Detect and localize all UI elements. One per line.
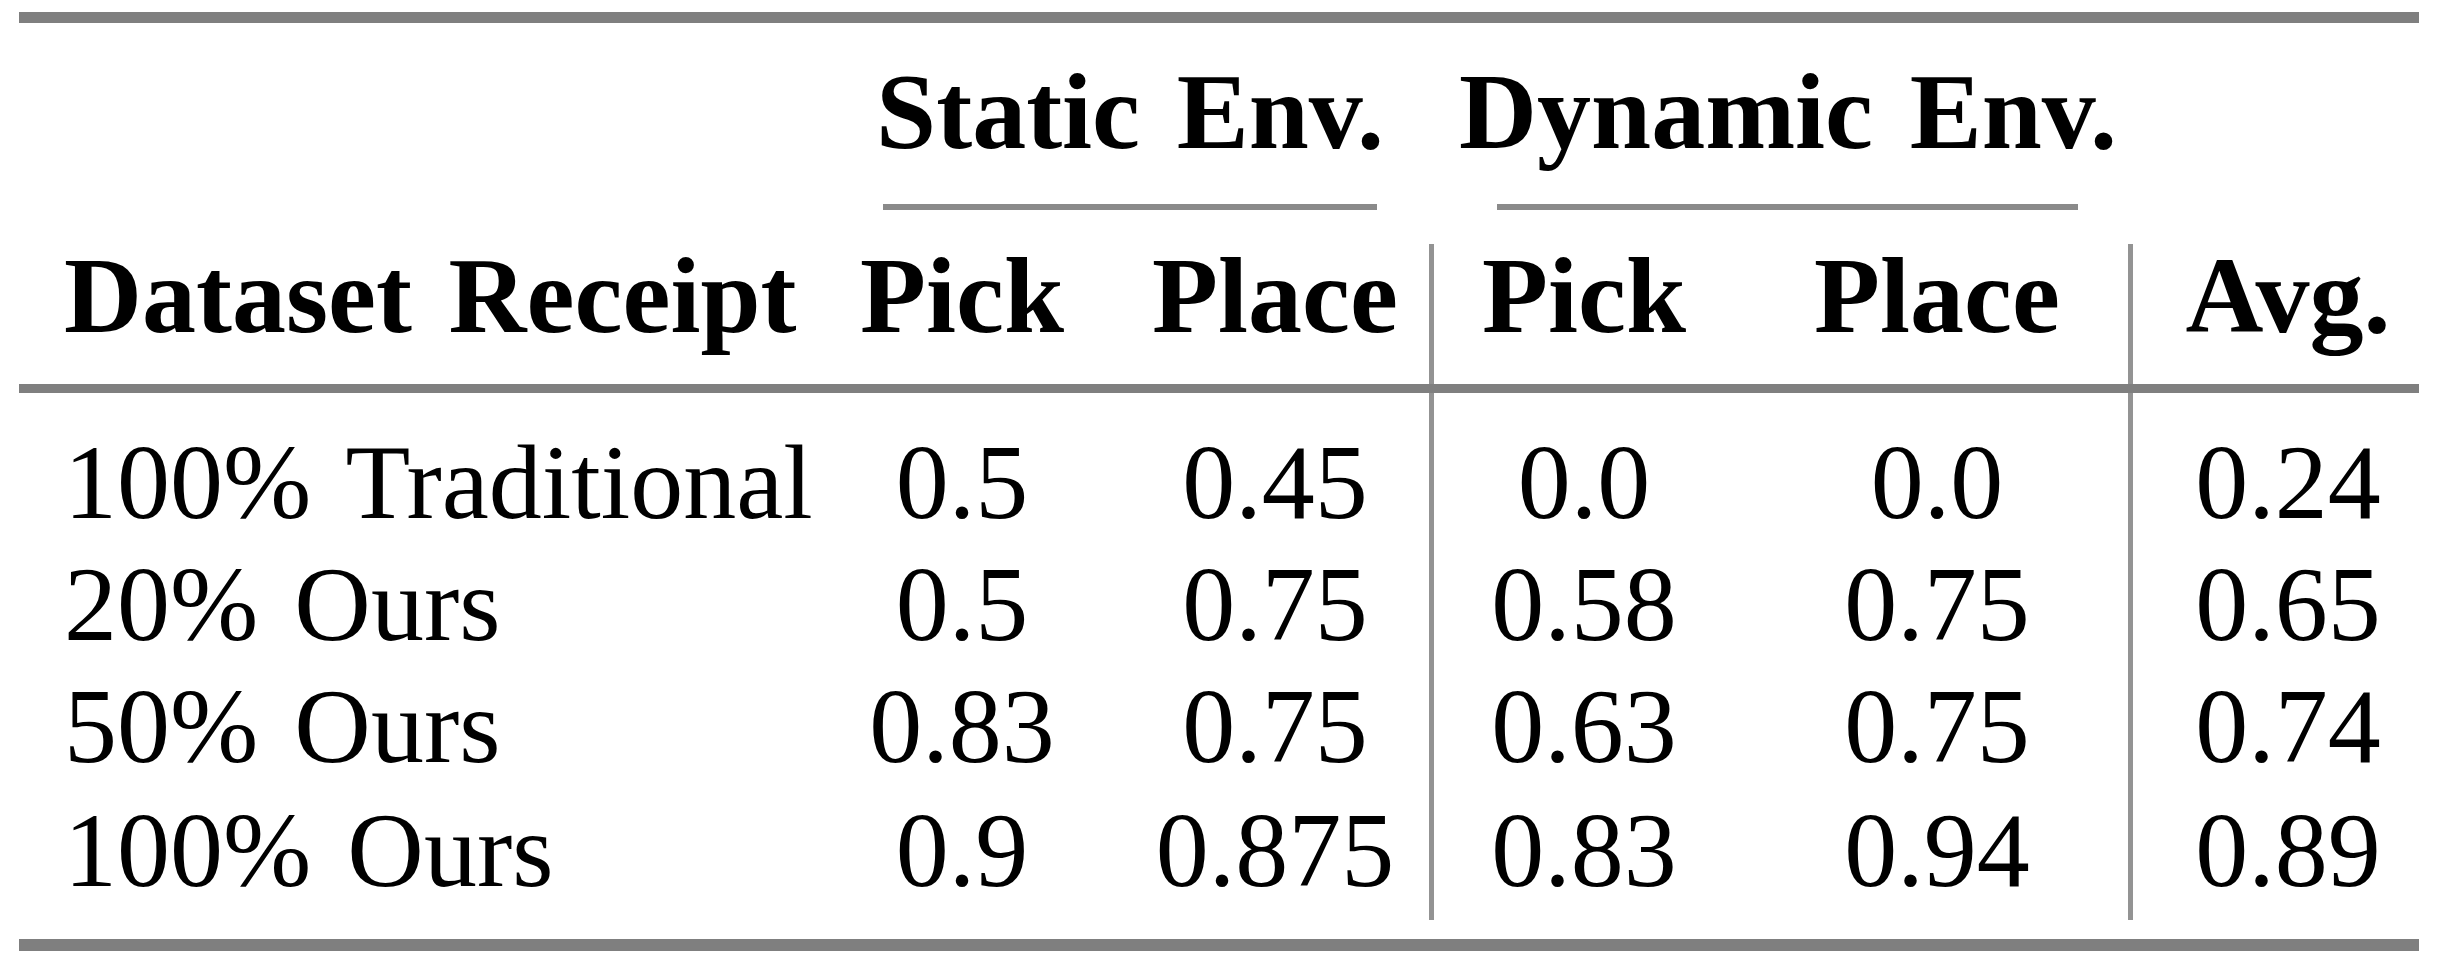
cell-dynamic-place: 0.94 <box>1844 798 2030 904</box>
row-label: 100% Traditional <box>64 430 813 536</box>
cell-avg: 0.24 <box>2195 430 2381 536</box>
cell-dynamic-place: 0.75 <box>1844 552 2030 658</box>
column-header-static-place: Place <box>1152 242 1398 350</box>
header-body-rule <box>19 384 2419 393</box>
top-rule <box>19 12 2419 23</box>
cell-static-pick: 0.5 <box>896 552 1029 658</box>
column-header-dataset-receipt: Dataset Receipt <box>64 242 796 350</box>
row-label: 50% Ours <box>64 674 500 780</box>
cell-static-pick: 0.5 <box>896 430 1029 536</box>
dynamic-env-underline <box>1497 204 2078 210</box>
row-label: 20% Ours <box>64 552 500 658</box>
cell-static-place: 0.45 <box>1182 430 1368 536</box>
vertical-divider-dynamic-avg <box>2128 244 2133 920</box>
cell-avg: 0.65 <box>2195 552 2381 658</box>
results-table: Static Env. Dynamic Env. Dataset Receipt… <box>0 0 2440 966</box>
cell-dynamic-pick: 0.0 <box>1518 430 1651 536</box>
cell-dynamic-place: 0.75 <box>1844 674 2030 780</box>
cell-static-place: 0.75 <box>1182 552 1368 658</box>
static-env-underline <box>883 204 1377 210</box>
cell-dynamic-place: 0.0 <box>1871 430 2004 536</box>
cell-avg: 0.89 <box>2195 798 2381 904</box>
column-header-static-pick: Pick <box>860 242 1064 350</box>
cell-dynamic-pick: 0.58 <box>1491 552 1677 658</box>
column-header-dynamic-pick: Pick <box>1482 242 1686 350</box>
cell-static-pick: 0.83 <box>869 674 1055 780</box>
cell-dynamic-pick: 0.83 <box>1491 798 1677 904</box>
vertical-divider-static-dynamic <box>1429 244 1434 920</box>
group-header-static-env: Static Env. <box>876 58 1384 166</box>
group-header-dynamic-env: Dynamic Env. <box>1459 58 2117 166</box>
row-label: 100% Ours <box>64 798 553 904</box>
column-header-dynamic-place: Place <box>1814 242 2060 350</box>
bottom-rule <box>19 939 2419 951</box>
cell-static-place: 0.875 <box>1156 798 1395 904</box>
cell-static-pick: 0.9 <box>896 798 1029 904</box>
cell-dynamic-pick: 0.63 <box>1491 674 1677 780</box>
column-header-avg: Avg. <box>2186 242 2391 350</box>
cell-static-place: 0.75 <box>1182 674 1368 780</box>
cell-avg: 0.74 <box>2195 674 2381 780</box>
